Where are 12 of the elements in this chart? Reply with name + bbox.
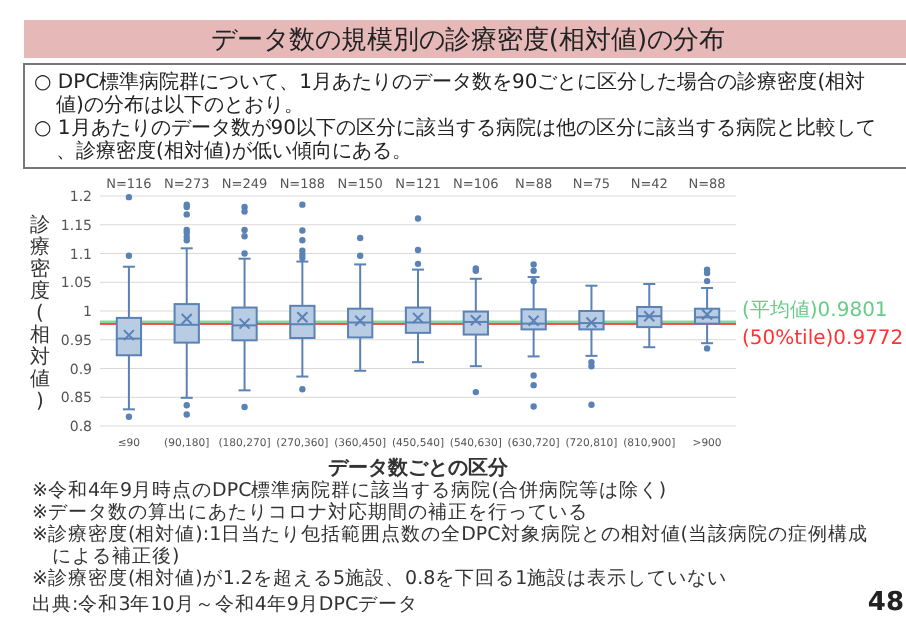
x-axis-title: データ数ごとの区分 (328, 456, 510, 480)
chart-subtitle: ○ DPC標準病院群について、1月あたりのデータ数を90ごとに区分した場合の診療密度(相対値)の分布は以下のとおり。 ○ 1月あたりのデータ数が90以下の区分に該当する病院は他の区分に該当する病院と比較して、診療密度(相対値)が低い傾向にある。 (34, 70, 876, 163)
text: ※データ数の算出にあたりコロナ対応期間の補正を行っている (32, 500, 588, 524)
text: ※令和4年9月時点のDPC標準病院群に該当する病院(合併病院等は除く) (32, 478, 667, 502)
ref-line-label: (50%tile)0.9772 (742, 328, 904, 351)
source-note: 出典:令和3年10月～令和4年9月DPCデータ (32, 592, 419, 616)
text: 診療密度(相対値) (30, 215, 50, 413)
text: ※診療密度(相対値):1日当たり包括範囲点数の全DPC対象病院との相対値(当該病院の症例構成による補正後) (32, 522, 869, 568)
chart-title: データ数の規模別の診療密度(相対値)の分布 (210, 24, 726, 56)
text: 48 (867, 588, 904, 618)
ref-line-label: (平均値)0.9801 (742, 298, 888, 323)
text: ※診療密度(相対値)が1.2を超える5施設、0.8を下回る1施設は表示していない (32, 566, 728, 590)
